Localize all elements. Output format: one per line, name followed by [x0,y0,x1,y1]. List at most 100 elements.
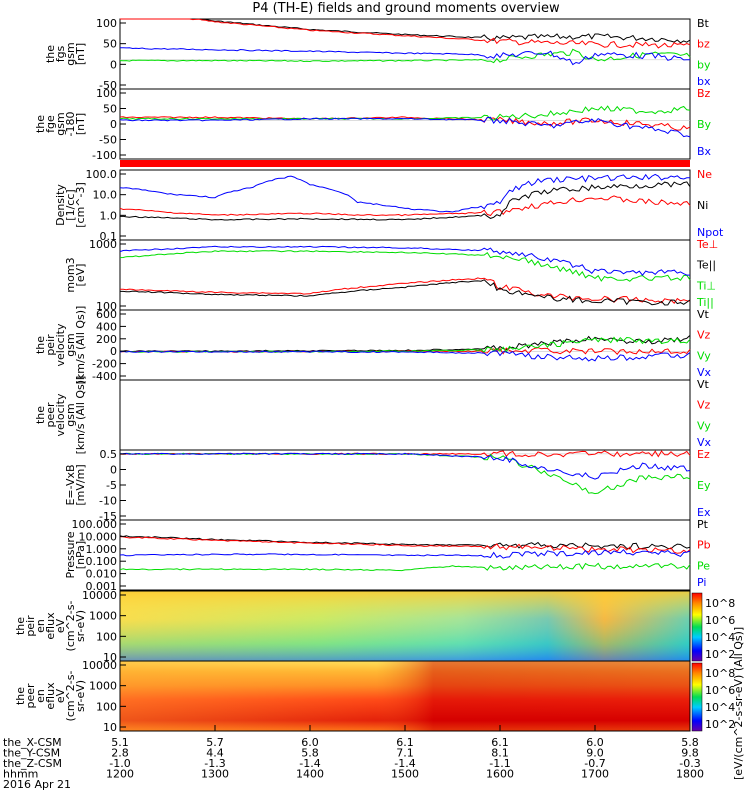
x-tick-label: -1.4 [299,757,320,770]
x-tick-label: 5.8 [681,736,699,749]
panel-frame-peer-velocity [119,379,691,451]
y-axis-label-line: gsm [54,112,67,135]
legend-entry: Vz [697,399,711,412]
legends: BtbzbybxBzByBxNeNiNpotTe⊥Te||Ti⊥Ti||VtVz… [696,17,724,589]
y-axis-label-line: the [44,45,57,63]
colorbar-electron-tick: 10^8 [705,667,735,680]
x-tick-label: -0.7 [584,757,605,770]
colorbar-electron-gradient [691,662,703,732]
colorbar-ion: 10^8 10^6 10^4 10^2 [691,592,735,662]
legend-entry: by [697,58,711,71]
y-tick-labels: 100500-50100500-50-100100.010.01.00.1100… [72,17,126,734]
x-tick-label: -1.1 [489,757,510,770]
series-line [119,350,691,362]
legend-entry: Pb [697,539,711,552]
y-tick-label: 1.0 [100,209,118,222]
y-axis-label-line: gsm [64,42,77,65]
y-axis-label-line: the [14,687,27,705]
y-tick-label: 1000 [89,680,117,693]
y-tick-label: 100 [96,630,117,643]
y-axis-label-line: eV [54,688,67,703]
y-tick-label: 0.010 [86,568,118,581]
y-axis-label-line: sr-eV) [74,680,87,712]
series-line [119,548,691,559]
colorbar-electron-tick: 10^6 [705,684,735,697]
y-tick-label: 10.000 [79,530,118,543]
y-axis-label-line: the [34,336,47,354]
legend-entry: Vy [697,349,711,362]
series-line [119,562,691,572]
colorbar-label: [eV/(cm^2-s-sr-eV) (All Qs)] [732,627,745,780]
y-axis-label: Density[1/cc][cm^-3] [54,182,87,228]
legend-entry: Bx [697,145,712,158]
x-tick-label: 8.1 [491,747,509,760]
ion-spectrogram [119,590,691,662]
colorbar-ion-gradient [691,592,703,662]
y-axis-label-line: en [34,689,47,703]
y-axis-label-line: gsm [64,333,77,356]
x-tick-label: 5.7 [206,736,224,749]
legend-entry: Pi [697,576,706,589]
legend-entry: Vx [697,436,712,449]
y-axis-label-line: peer [44,402,57,428]
y-tick-label: 0 [110,58,117,71]
y-tick-label: 10000 [82,589,117,602]
x-tick-label: -1.4 [394,757,415,770]
y-tick-label: 100.000 [72,518,118,531]
y-tick-label: 0 [110,118,117,131]
y-tick-label: 100 [96,87,117,100]
legend-entry: Vz [697,329,711,342]
x-tick-label: 1200 [106,768,134,781]
series-line [119,335,691,353]
y-axis-label-line: -180 [64,112,77,137]
legend-entry: bx [697,75,711,88]
x-tick-label: 1400 [296,768,324,781]
legend-entry: Ne [697,168,712,181]
colorbar-electron-tick: 10^4 [705,701,735,714]
legend-entry: Ti|| [696,296,714,309]
x-tick-label: 1300 [201,768,229,781]
electron-spectrogram-overlay [120,661,690,731]
y-tick-label: 0.5 [100,448,118,461]
y-tick-label: -10 [99,495,117,508]
panel-frame-peir-velocity [119,309,691,381]
colorbar-ion-tick: 10^2 [705,648,735,661]
y-axis-label-line: eflux [44,612,57,640]
y-axis-label-line: [mV/m] [74,464,87,505]
x-tick-label: -1.3 [204,757,225,770]
legend-entry: Npot [697,226,724,239]
x-tick-label: 1600 [486,768,514,781]
y-tick-label: -50 [99,134,117,147]
y-axis-label-line: fge [44,115,57,133]
x-tick-label: 2.8 [111,747,129,760]
figure-title: P4 (TH-E) fields and ground moments over… [252,1,560,16]
legend-entry: Pt [697,518,709,531]
y-axis-label-line: [1/cc] [64,189,77,220]
panel-frame-efield [119,449,691,521]
series-line [120,279,691,306]
x-tick-label: 5.8 [301,747,319,760]
y-axis-label-line: [nT] [74,113,87,135]
y-tick-label: -5 [106,479,117,492]
series-line [119,535,691,550]
x-tick-label: -1.0 [109,757,130,770]
y-tick-label: 100 [96,300,117,313]
y-axis-label-line: velocity [54,393,67,436]
y-tick-label: 50 [103,38,117,51]
series-line [119,195,691,217]
y-tick-label: 100 [96,700,117,713]
y-tick-label: 10000 [82,659,117,672]
x-tick-label: 7.1 [396,747,414,760]
y-tick-label: 10.0 [93,189,118,202]
y-tick-label: 1.000 [86,543,118,556]
y-axis-label: mom3[eV] [64,257,87,292]
panels-frames [119,18,691,591]
series-line [119,47,690,66]
panel-frame-fge [119,88,691,160]
y-tick-label: 600 [96,308,117,321]
colorbar-ion-tick: 10^8 [705,597,735,610]
y-tick-label: 0.100 [86,555,118,568]
